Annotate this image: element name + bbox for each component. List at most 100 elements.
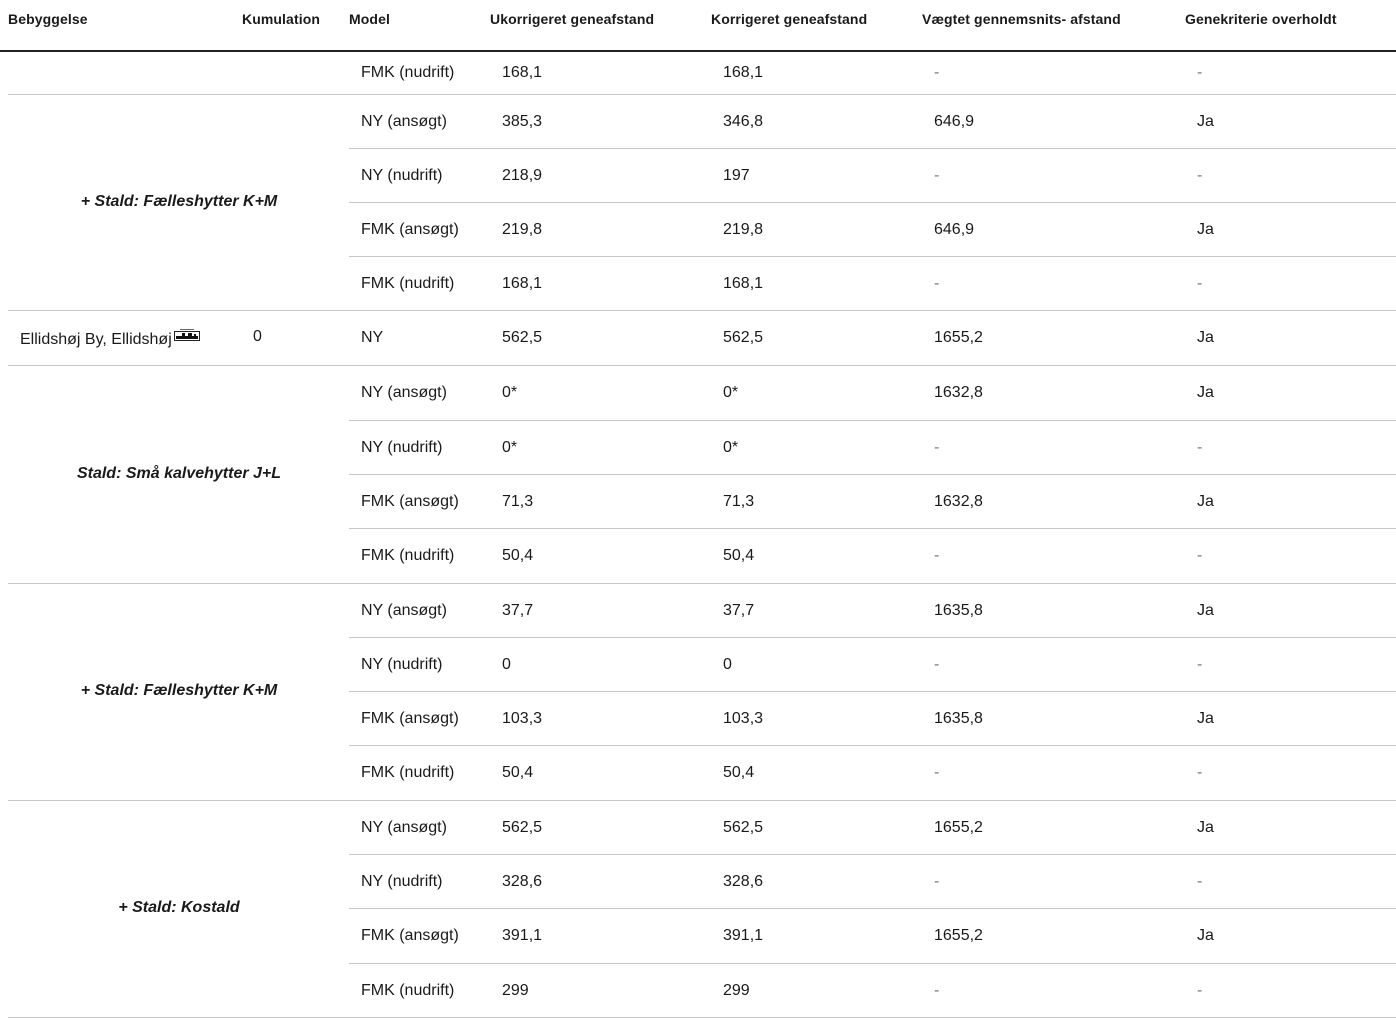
cell-korr: 71,3: [723, 493, 755, 510]
cell-model: FMK (ansøgt): [361, 493, 459, 510]
cell-korr: 299: [723, 982, 750, 999]
cell-gene: Ja: [1197, 113, 1214, 130]
cell-vaegtet: -: [934, 982, 940, 999]
cell-model: NY (nudrift): [361, 167, 443, 184]
cell-korr: 168,1: [723, 275, 764, 292]
table-row: FMK (nudrift) 50,4 50,4 - -: [0, 529, 1396, 584]
cell-korr: 562,5: [723, 329, 764, 346]
cell-ukorr: 562,5: [502, 819, 543, 836]
row-divider: [349, 854, 1396, 855]
table-row: FMK (nudrift) 50,4 50,4 - -: [0, 746, 1396, 801]
table-row: NY (nudrift) 0 0 - -: [0, 638, 1396, 692]
cell-korr: 50,4: [723, 547, 755, 564]
table-row: NY (ansøgt) 37,7 37,7 1635,8 Ja: [0, 584, 1396, 638]
row-divider: [349, 528, 1396, 529]
table-row: FMK (nudrift) 299 299 - -: [0, 964, 1396, 1018]
table-row: FMK (nudrift) 168,1 168,1 - -: [0, 257, 1396, 311]
cell-ukorr: 71,3: [502, 493, 534, 510]
cell-vaegtet: -: [934, 439, 940, 456]
cell-korr: 103,3: [723, 710, 764, 727]
cell-korr: 0: [723, 656, 732, 673]
cell-gene: -: [1197, 656, 1203, 673]
cell-korr: 346,8: [723, 113, 764, 130]
table-header: Bebyggelse Kumulation Model Ukorrigeret …: [0, 0, 1396, 52]
cell-gene: -: [1197, 64, 1203, 81]
row-divider: [8, 583, 1396, 584]
cell-vaegtet: -: [934, 275, 940, 292]
cell-gene: -: [1197, 764, 1203, 781]
header-vaegtet: Vægtet gennemsnits- afstand: [922, 11, 1121, 27]
cell-ukorr: 103,3: [502, 710, 543, 727]
cell-korr: 0*: [723, 439, 739, 456]
cell-model: FMK (ansøgt): [361, 221, 459, 238]
cell-ukorr: 50,4: [502, 547, 534, 564]
cell-vaegtet: 1635,8: [934, 602, 983, 619]
cell-korr: 197: [723, 167, 750, 184]
table-row: FMK (ansøgt) 391,1 391,1 1655,2 Ja: [0, 909, 1396, 964]
table-row: NY (nudrift) 328,6 328,6 - -: [0, 855, 1396, 909]
group-label-text: Ellidshøj By, Ellidshøj: [20, 331, 172, 348]
table-row: FMK (ansøgt) 103,3 103,3 1635,8 Ja: [0, 692, 1396, 746]
cell-vaegtet: 1655,2: [934, 329, 983, 346]
cell-gene: Ja: [1197, 329, 1214, 346]
header-kumulation: Kumulation: [242, 11, 320, 27]
cell-model: NY (nudrift): [361, 656, 443, 673]
cell-vaegtet: -: [934, 64, 940, 81]
cell-korr: 219,8: [723, 221, 764, 238]
row-divider: [349, 908, 1396, 909]
cell-model: NY (nudrift): [361, 439, 443, 456]
table-row: NY (ansøgt) 0* 0* 1632,8 Ja: [0, 366, 1396, 421]
cell-vaegtet: 646,9: [934, 221, 975, 238]
cell-korr: 50,4: [723, 764, 755, 781]
table-row: NY (ansøgt) 385,3 346,8 646,9 Ja: [0, 95, 1396, 149]
group-label: + Stald: Fælleshytter K+M: [80, 192, 278, 210]
cell-korr: 562,5: [723, 819, 764, 836]
cell-ukorr: 50,4: [502, 764, 534, 781]
cell-vaegtet: -: [934, 873, 940, 890]
cell-vaegtet: -: [934, 547, 940, 564]
header-genekriterie: Genekriterie overholdt: [1185, 11, 1337, 27]
cell-gene: -: [1197, 873, 1203, 890]
cell-ukorr: 168,1: [502, 275, 543, 292]
cell-vaegtet: -: [934, 656, 940, 673]
row-divider: [349, 963, 1396, 964]
row-divider: [349, 691, 1396, 692]
cell-model: NY: [361, 329, 384, 346]
table-row: NY (nudrift) 218,9 197 - -: [0, 149, 1396, 203]
table-row: FMK (ansøgt) 71,3 71,3 1632,8 Ja: [0, 475, 1396, 529]
cell-model: FMK (nudrift): [361, 764, 455, 781]
group-label: + Stald: Kostald: [118, 899, 240, 916]
cell-model: FMK (nudrift): [361, 275, 455, 292]
cell-vaegtet: -: [934, 764, 940, 781]
cell-gene: Ja: [1197, 819, 1214, 836]
row-divider: [349, 474, 1396, 475]
row-divider: [349, 256, 1396, 257]
cell-model: NY (ansøgt): [361, 384, 447, 401]
cell-gene: -: [1197, 275, 1203, 292]
row-divider: [8, 365, 1396, 366]
cell-gene: -: [1197, 982, 1203, 999]
cell-korr: 37,7: [723, 602, 755, 619]
header-bebyggelse: Bebyggelse: [8, 11, 88, 27]
header-model: Model: [349, 11, 390, 27]
table-row: FMK (ansøgt) 219,8 219,8 646,9 Ja: [0, 203, 1396, 257]
cell-korr: 0*: [723, 384, 739, 401]
table-row: NY 562,5 562,5 1655,2 Ja: [0, 311, 1396, 366]
row-divider: [349, 202, 1396, 203]
cell-gene: -: [1197, 167, 1203, 184]
group-label: + Stald: Fælleshytter K+M: [80, 682, 278, 699]
row-divider: [349, 148, 1396, 149]
row-divider: [8, 800, 1396, 801]
cell-ukorr: 562,5: [502, 329, 543, 346]
cell-gene: Ja: [1197, 710, 1214, 727]
cell-model: NY (ansøgt): [361, 602, 447, 619]
row-divider: [8, 1017, 1396, 1018]
cell-ukorr: 219,8: [502, 221, 543, 238]
cell-vaegtet: 1655,2: [934, 819, 983, 836]
cell-korr: 391,1: [723, 927, 764, 944]
cell-vaegtet: 1635,8: [934, 710, 983, 727]
cell-gene: Ja: [1197, 221, 1214, 238]
cell-model: NY (ansøgt): [361, 819, 447, 836]
row-divider: [349, 420, 1396, 421]
cell-gene: Ja: [1197, 927, 1214, 944]
